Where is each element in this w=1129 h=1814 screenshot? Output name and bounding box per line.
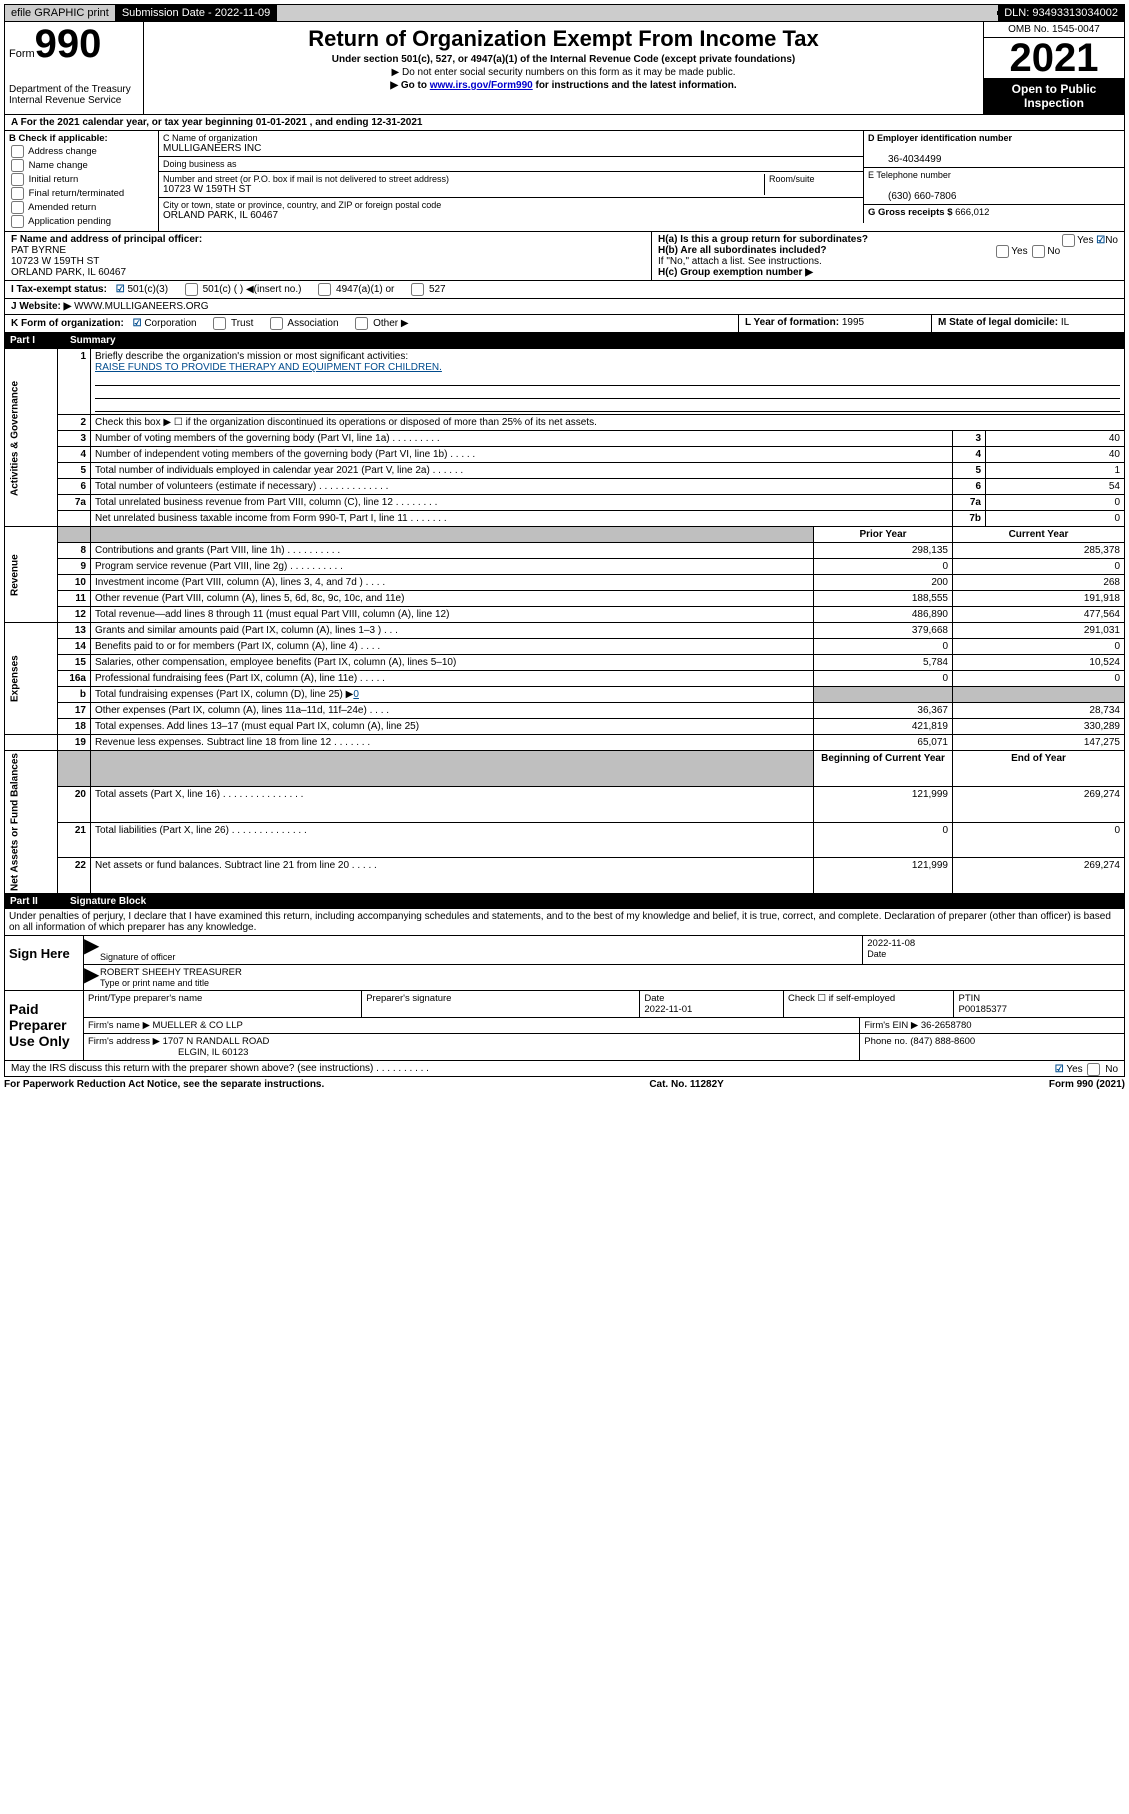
cb-amended[interactable]: Amended return (9, 201, 154, 214)
summary-table: Activities & Governance 1 Briefly descri… (4, 348, 1125, 894)
form-prefix: Form (9, 48, 35, 60)
open-public-badge: Open to Public Inspection (984, 78, 1124, 114)
topbar: efile GRAPHIC print Submission Date - 20… (4, 4, 1125, 22)
row-j: J Website: ▶ WWW.MULLIGANEERS.ORG (4, 299, 1125, 315)
main-info: B Check if applicable: Address change Na… (4, 131, 1125, 232)
cb-pending[interactable]: Application pending (9, 215, 154, 228)
preparer-block: Paid Preparer Use Only Print/Type prepar… (4, 991, 1125, 1061)
note-link: ▶ Go to www.irs.gov/Form990 for instruct… (148, 80, 979, 91)
efile-label[interactable]: efile GRAPHIC print (5, 5, 116, 21)
ha-yes[interactable] (1062, 234, 1075, 247)
ein-cell: D Employer identification number 36-4034… (864, 131, 1124, 168)
cb-final[interactable]: Final return/terminated (9, 187, 154, 200)
cb-name[interactable]: Name change (9, 159, 154, 172)
dba-cell: Doing business as (159, 157, 863, 172)
form-title: Return of Organization Exempt From Incom… (148, 26, 979, 52)
cb-address[interactable]: Address change (9, 145, 154, 158)
sign-here-block: Sign Here ▶ Signature of officer 2022-11… (4, 936, 1125, 991)
form-number: 990 (35, 24, 102, 64)
dln-label: DLN: 93493313034002 (998, 5, 1124, 21)
submission-date: Submission Date - 2022-11-09 (116, 5, 277, 21)
form-subtitle: Under section 501(c), 527, or 4947(a)(1)… (148, 54, 979, 65)
side-revenue: Revenue (5, 527, 58, 623)
footer: For Paperwork Reduction Act Notice, see … (4, 1077, 1125, 1092)
preparer-label: Paid Preparer Use Only (5, 991, 83, 1060)
discuss-row: May the IRS discuss this return with the… (4, 1061, 1125, 1077)
dept-label: Department of the TreasuryInternal Reven… (9, 84, 139, 106)
row-f-h: F Name and address of principal officer:… (4, 232, 1125, 281)
form-header: Form 990 Department of the TreasuryInter… (4, 22, 1125, 115)
tax-year: 2021 (984, 38, 1124, 78)
city-cell: City or town, state or province, country… (159, 198, 863, 223)
sign-here-label: Sign Here (5, 936, 83, 990)
group-return: H(a) Is this a group return for subordin… (652, 232, 1124, 280)
addr-cell: Number and street (or P.O. box if mail i… (159, 172, 863, 198)
row-i: I Tax-exempt status: ☑ 501(c)(3) 501(c) … (4, 281, 1125, 299)
cb-initial[interactable]: Initial return (9, 173, 154, 186)
part2-header: Part II Signature Block (4, 894, 1125, 909)
hb-no[interactable] (1032, 245, 1045, 258)
gross-cell: G Gross receipts $ 666,012 (864, 205, 1124, 220)
org-name-cell: C Name of organization MULLIGANEERS INC (159, 131, 863, 157)
side-expenses: Expenses (5, 623, 58, 735)
principal-officer: F Name and address of principal officer:… (5, 232, 652, 280)
phone-cell: E Telephone number (630) 660-7806 (864, 168, 1124, 205)
note-ssn: ▶ Do not enter social security numbers o… (148, 67, 979, 78)
row-klm: K Form of organization: ☑ Corporation Tr… (4, 315, 1125, 333)
irs-link[interactable]: www.irs.gov/Form990 (430, 80, 533, 91)
side-governance: Activities & Governance (5, 349, 58, 527)
penalty-text: Under penalties of perjury, I declare th… (4, 909, 1125, 936)
side-net: Net Assets or Fund Balances (5, 751, 58, 894)
row-a-period: A For the 2021 calendar year, or tax yea… (4, 115, 1125, 131)
hb-yes[interactable] (996, 245, 1009, 258)
col-b-checkboxes: B Check if applicable: Address change Na… (5, 131, 159, 231)
part1-header: Part I Summary (4, 333, 1125, 348)
